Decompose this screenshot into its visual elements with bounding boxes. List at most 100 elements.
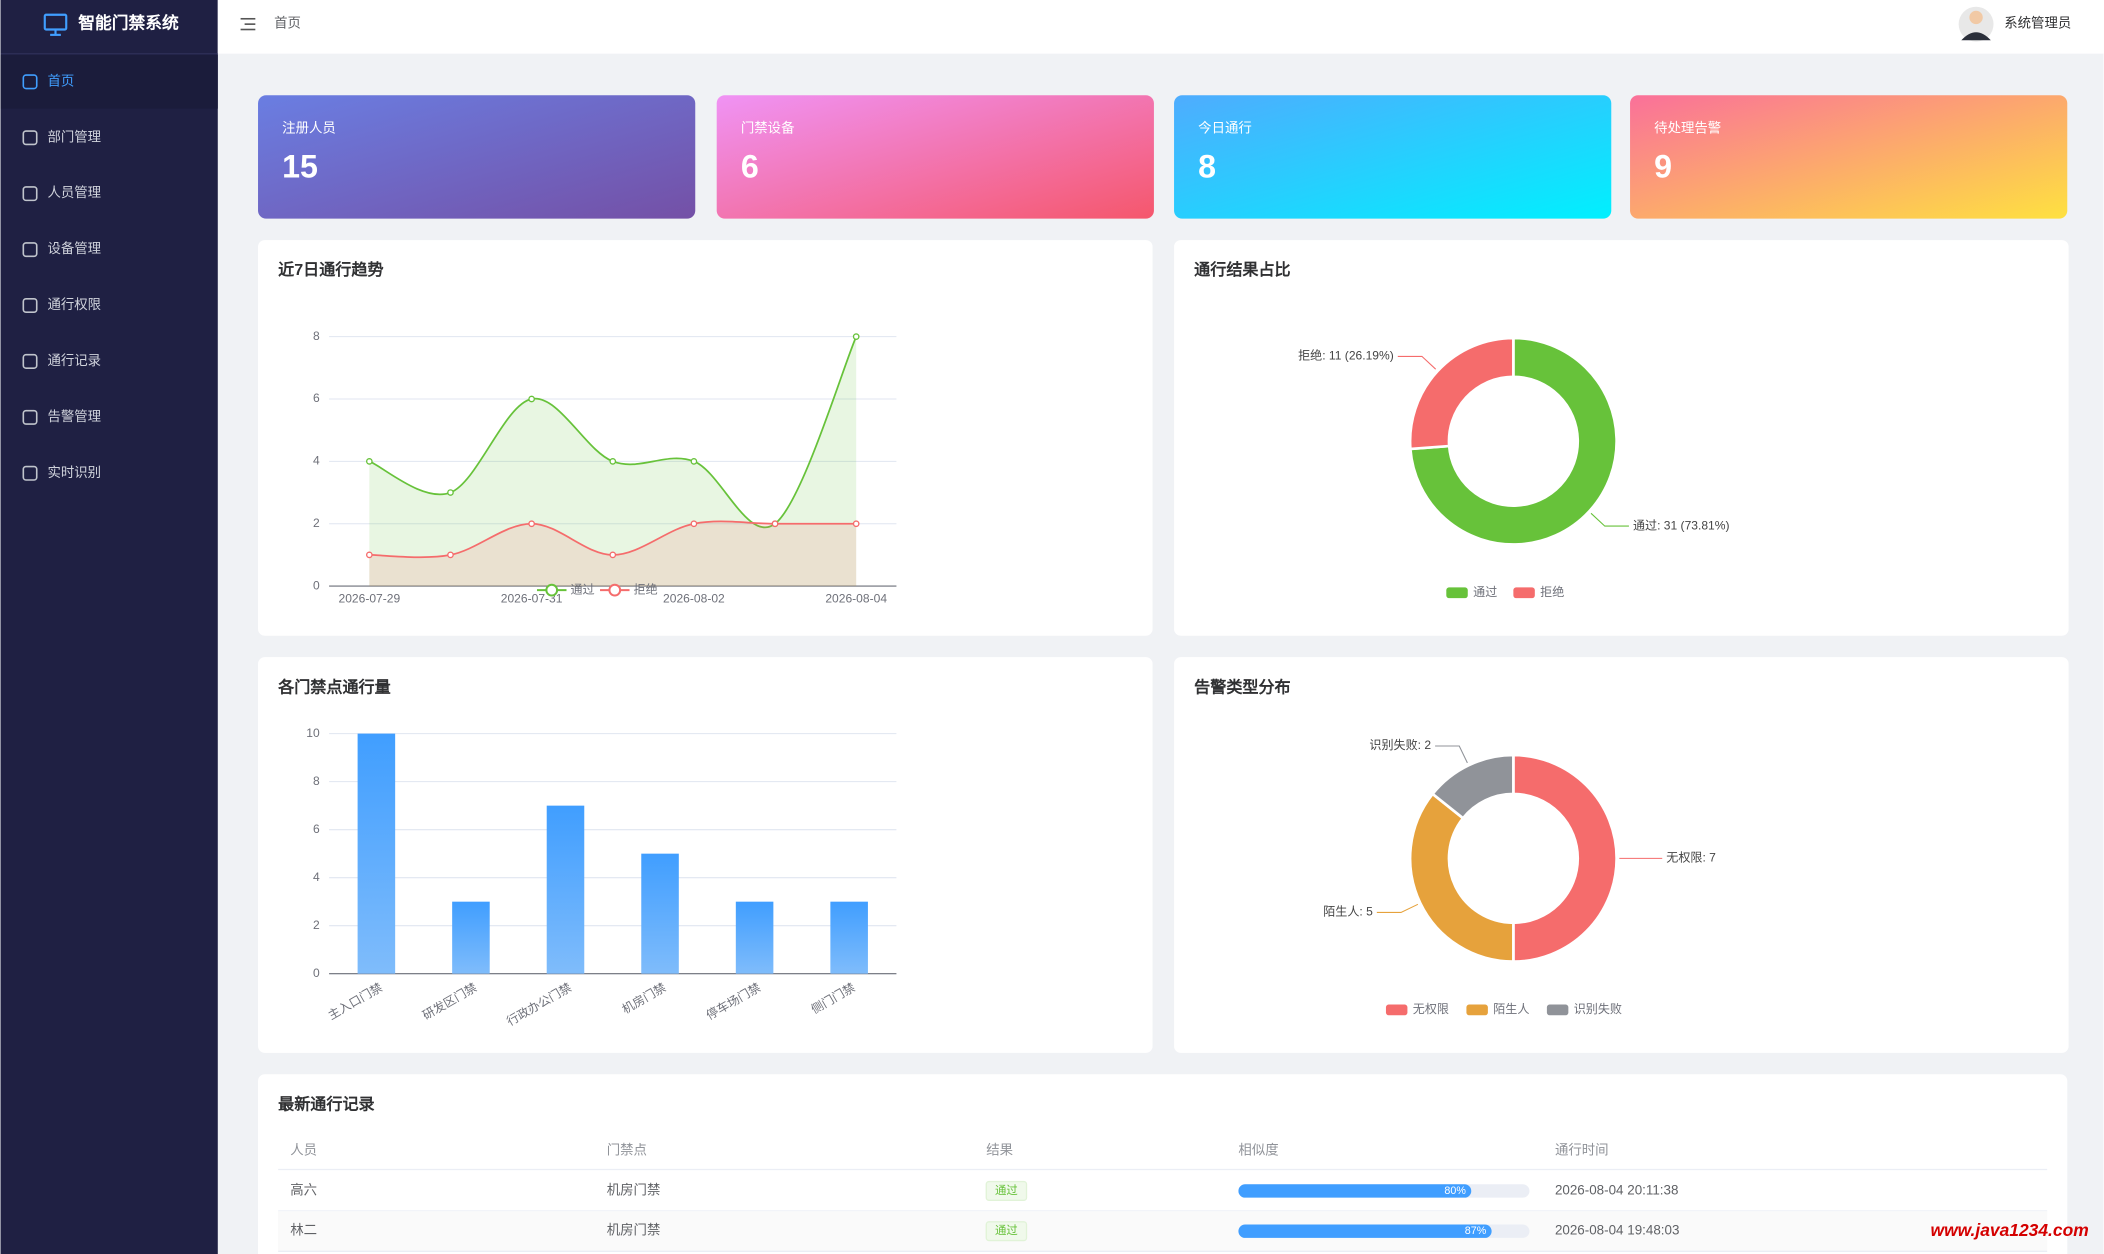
- label-leader: [1376, 903, 1419, 914]
- menu-icon: [22, 409, 38, 425]
- data-point: [609, 458, 617, 465]
- result-tag: [985, 1221, 1028, 1242]
- stat-label: 注册人员: [282, 120, 336, 135]
- menu-item[interactable]: 通行权限: [47, 296, 101, 312]
- stat-value: 6: [741, 148, 759, 184]
- stat-label: 待处理告警: [1654, 120, 1721, 135]
- legend-label[interactable]: 拒绝: [1540, 584, 1564, 599]
- legend-label[interactable]: 无权限: [1413, 1002, 1449, 1016]
- label-leader: [1435, 745, 1468, 764]
- y-tick-label: 4: [313, 454, 320, 468]
- menu-item[interactable]: 人员管理: [47, 185, 101, 200]
- progress-bar: [1238, 1224, 1492, 1238]
- table-header: 门禁点: [607, 1142, 647, 1157]
- stat-label: 门禁设备: [741, 119, 795, 135]
- menu-icon: [22, 353, 38, 369]
- y-tick-label: 8: [313, 774, 320, 788]
- bar[interactable]: [357, 733, 396, 974]
- data-point: [852, 520, 860, 528]
- pie-slice[interactable]: [1408, 336, 1515, 451]
- menu-icon: [22, 130, 38, 146]
- y-tick-label: 8: [313, 329, 320, 343]
- stat-value: 8: [1198, 148, 1216, 184]
- data-point: [771, 520, 779, 528]
- table-cell: 林二: [290, 1223, 317, 1238]
- legend-label[interactable]: 识别失败: [1574, 1001, 1622, 1016]
- bar[interactable]: [641, 853, 679, 974]
- menu-item[interactable]: 实时识别: [47, 465, 101, 480]
- brand-title: 智能门禁系统: [78, 13, 179, 33]
- stat-card: [1174, 95, 1612, 219]
- stat-card: [1630, 95, 2068, 219]
- avatar[interactable]: [1958, 6, 1994, 42]
- label-leader: [1397, 355, 1437, 370]
- menu-active-bg: [0, 54, 218, 109]
- stat-value: 9: [1654, 148, 1672, 184]
- table-cell: 机房门禁: [607, 1223, 661, 1238]
- menu-item[interactable]: 通行记录: [47, 353, 101, 368]
- progress-label: 80%: [1444, 1185, 1466, 1197]
- legend-swatch: [1446, 587, 1468, 599]
- slice-label: 陌生人: 5: [1323, 905, 1373, 919]
- legend-label[interactable]: 通过: [1473, 585, 1497, 599]
- legend-label[interactable]: 拒绝: [634, 581, 658, 596]
- menu-item[interactable]: 部门管理: [47, 129, 101, 144]
- x-tick-label: 2026-08-02: [663, 592, 725, 606]
- y-tick-label: 0: [313, 966, 320, 980]
- menu-icon: [22, 74, 38, 90]
- pie-slice[interactable]: [1512, 753, 1618, 963]
- table-title: 最新通行记录: [278, 1094, 374, 1113]
- chart-title: 通行结果占比: [1194, 260, 1290, 279]
- menu-item[interactable]: 首页: [47, 73, 74, 88]
- bar[interactable]: [452, 901, 490, 974]
- legend-label[interactable]: 陌生人: [1493, 1002, 1529, 1016]
- brand-icon: [43, 13, 68, 36]
- legend-label[interactable]: 通过: [571, 582, 595, 596]
- menu-item[interactable]: 设备管理: [47, 240, 101, 256]
- breadcrumb[interactable]: 首页: [274, 16, 301, 31]
- sidebar: [0, 0, 218, 1254]
- pie-slice[interactable]: [1408, 336, 1618, 546]
- user-name[interactable]: 系统管理员: [2004, 16, 2071, 31]
- y-tick-label: 4: [313, 870, 320, 884]
- bar[interactable]: [546, 805, 585, 974]
- legend-swatch: [1385, 1004, 1408, 1016]
- chart-panel: [258, 240, 1153, 636]
- result-tag-text: 通过: [995, 1224, 1018, 1237]
- slice-label: 识别失败: 2: [1369, 737, 1431, 752]
- y-tick-label: 0: [313, 578, 320, 592]
- y-tick-label: 2: [313, 516, 320, 530]
- menu-toggle[interactable]: [240, 17, 256, 31]
- data-point: [365, 551, 373, 559]
- chart-panel: [1174, 657, 2069, 1053]
- table-row-bg: [278, 1211, 2048, 1252]
- pie-slice[interactable]: [1408, 792, 1515, 963]
- chart-title: 近7日通行趋势: [278, 260, 383, 279]
- bar[interactable]: [830, 901, 868, 974]
- y-tick-label: 6: [313, 391, 320, 405]
- legend-swatch: [1466, 1004, 1488, 1016]
- data-point: [365, 458, 373, 465]
- chart-title: 各门禁点通行量: [277, 677, 391, 696]
- result-tag-text: 通过: [995, 1184, 1018, 1197]
- data-point: [447, 551, 454, 559]
- chart-title: 告警类型分布: [1194, 677, 1290, 696]
- progress-bar: [1238, 1184, 1472, 1198]
- table-cell: 机房门禁: [607, 1183, 661, 1198]
- table-cell: 2026-08-04 20:11:38: [1555, 1183, 1679, 1198]
- stat-value: 15: [282, 148, 318, 184]
- label-leader: [1590, 512, 1629, 527]
- legend-marker: [608, 583, 622, 597]
- data-point: [690, 520, 698, 528]
- menu-item[interactable]: 告警管理: [47, 409, 101, 424]
- progress-label: 87%: [1465, 1225, 1487, 1237]
- series-line: [368, 336, 857, 528]
- data-point: [528, 520, 535, 528]
- pie-slice[interactable]: [1430, 753, 1515, 821]
- stat-label: 今日通行: [1198, 120, 1252, 135]
- bar[interactable]: [735, 901, 774, 974]
- result-tag: [985, 1180, 1028, 1202]
- y-tick-label: 2: [313, 918, 320, 932]
